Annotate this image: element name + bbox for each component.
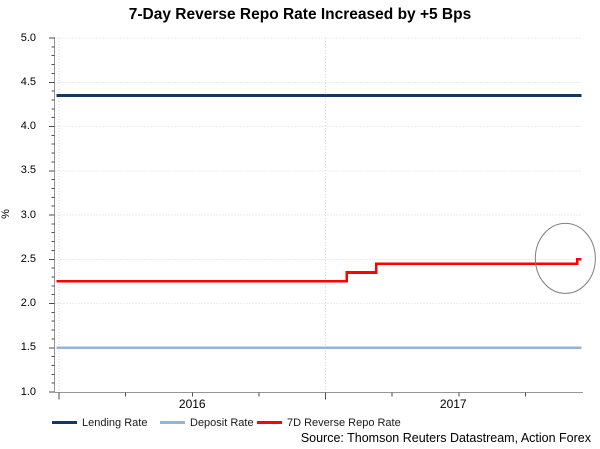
lending-rate-line-swatch bbox=[52, 421, 77, 424]
legend: Lending Rate Deposit Rate 7D Reverse Rep… bbox=[0, 415, 600, 430]
y-tick-label: 1.5 bbox=[20, 341, 36, 354]
y-tick-label: 4.0 bbox=[20, 120, 36, 132]
legend-item-deposit-rate: Deposit Rate bbox=[160, 415, 254, 430]
y-tick-label: 3.0 bbox=[20, 208, 36, 221]
highlight-circle-annotation bbox=[534, 222, 596, 294]
chart-title: 7-Day Reverse Repo Rate Increased by +5 … bbox=[128, 6, 472, 23]
legend-label-7d-reverse-repo-rate: 7D Reverse Repo Rate bbox=[287, 416, 401, 429]
source-note: Source: Thomson Reuters Datastream, Acti… bbox=[300, 431, 591, 445]
y-tick-label: 5.0 bbox=[20, 31, 36, 44]
series-line-7d-reverse-repo-rate bbox=[56, 257, 582, 283]
legend-label-deposit-rate: Deposit Rate bbox=[190, 416, 254, 429]
legend-item-7d-reverse-repo-rate: 7D Reverse Repo Rate bbox=[257, 415, 401, 430]
y-tick-label: 4.5 bbox=[20, 75, 36, 88]
y-tick-label: 2.5 bbox=[20, 252, 36, 265]
legend-item-lending-rate: Lending Rate bbox=[52, 415, 147, 430]
x-tick-label-2017: 2017 bbox=[439, 397, 467, 411]
deposit-rate-line-swatch bbox=[160, 421, 185, 424]
repo-rate-line-swatch bbox=[257, 421, 282, 424]
y-tick-label: 3.5 bbox=[20, 164, 36, 177]
x-tick-label-2016: 2016 bbox=[178, 397, 206, 411]
y-tick-label: 2.0 bbox=[20, 297, 36, 309]
legend-label-lending-rate: Lending Rate bbox=[82, 416, 148, 429]
y-tick-label: 1.0 bbox=[20, 385, 36, 398]
